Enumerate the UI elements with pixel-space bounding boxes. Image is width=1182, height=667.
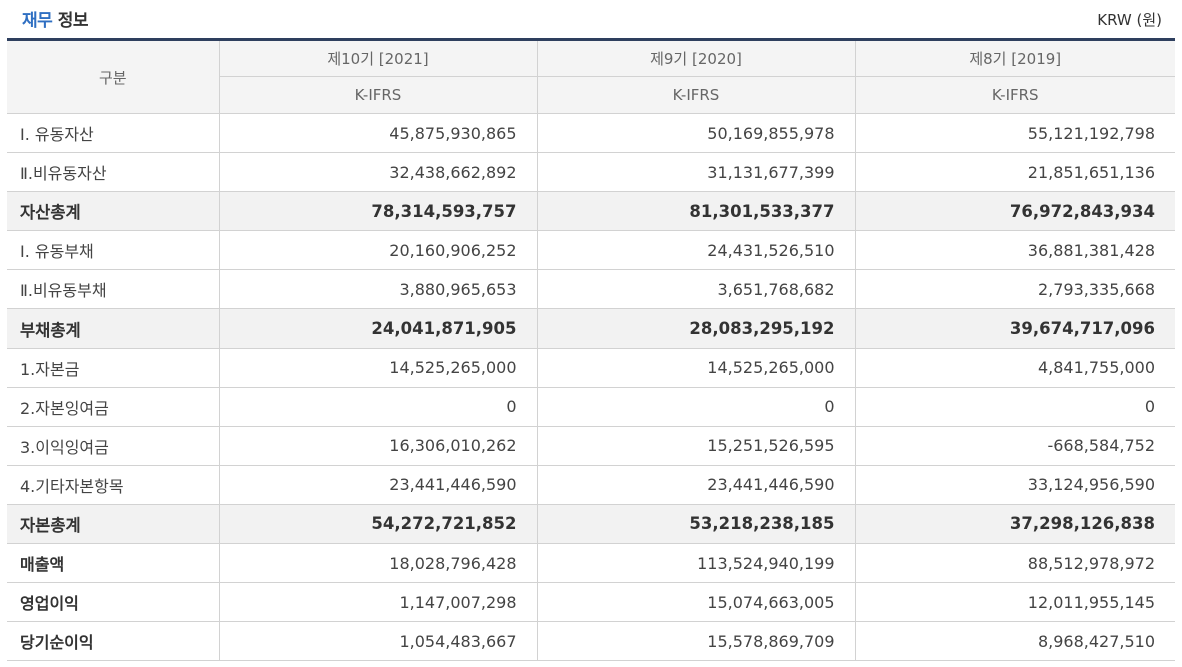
value-cell: 0 [536,386,856,427]
row-label: Ⅱ.비유동부채 [7,269,220,310]
value-cell: 55,121,192,798 [854,112,1175,154]
value-cell: 3,651,768,682 [536,269,856,310]
value-cell: 23,441,446,590 [536,464,856,505]
section-title: 재무 정보 [22,6,88,31]
value-cell: 78,314,593,757 [218,191,538,232]
row-label: 4.기타자본항목 [7,464,220,505]
value-cell: 1,147,007,298 [218,582,538,623]
value-cell: -668,584,752 [854,425,1175,466]
row-label: Ⅱ.비유동자산 [7,152,220,193]
value-cell: 28,083,295,192 [536,308,856,349]
value-cell: 0 [854,386,1175,427]
value-cell: 31,131,677,399 [536,152,856,193]
value-cell: 53,218,238,185 [536,503,856,545]
standard-header-2019: K-IFRS [854,76,1175,114]
value-cell: 14,525,265,000 [536,347,856,388]
period-header-2019: 제8기 [2019] [854,39,1175,77]
value-cell: 37,298,126,838 [854,503,1175,545]
value-cell: 16,306,010,262 [218,425,538,466]
table-row: 매출액 18,028,796,428 113,524,940,199 88,51… [7,543,1175,584]
table-row: Ⅰ. 유동자산 45,875,930,865 50,169,855,978 55… [7,112,1175,154]
value-cell: 15,251,526,595 [536,425,856,466]
value-cell: 33,124,956,590 [854,464,1175,505]
value-cell: 20,160,906,252 [218,230,538,271]
row-label: Ⅰ. 유동자산 [7,112,220,154]
table-row: 영업이익 1,147,007,298 15,074,663,005 12,011… [7,582,1175,623]
value-cell: 32,438,662,892 [218,152,538,193]
value-cell: 54,272,721,852 [218,503,538,545]
row-label: 1.자본금 [7,347,220,388]
period-header-2020: 제9기 [2020] [536,39,856,77]
table-row: Ⅰ. 유동부채 20,160,906,252 24,431,526,510 36… [7,230,1175,271]
row-label: 2.자본잉여금 [7,386,220,427]
total-row: 자본총계 54,272,721,852 53,218,238,185 37,29… [7,503,1175,545]
total-row: 부채총계 24,041,871,905 28,083,295,192 39,67… [7,308,1175,349]
value-cell: 24,431,526,510 [536,230,856,271]
value-cell: 24,041,871,905 [218,308,538,349]
table-row: 1.자본금 14,525,265,000 14,525,265,000 4,84… [7,347,1175,388]
row-label: 자본총계 [7,503,220,545]
corner-header: 구분 [7,39,220,114]
value-cell: 15,578,869,709 [536,621,856,662]
value-cell: 1,054,483,667 [218,621,538,662]
value-cell: 15,074,663,005 [536,582,856,623]
table-row: 2.자본잉여금 0 0 0 [7,386,1175,427]
value-cell: 36,881,381,428 [854,230,1175,271]
value-cell: 23,441,446,590 [218,464,538,505]
row-label: 매출액 [7,543,220,584]
section-header: 재무 정보 KRW (원) [0,0,1182,38]
table-row: 당기순이익 1,054,483,667 15,578,869,709 8,968… [7,621,1175,662]
value-cell: 113,524,940,199 [536,543,856,584]
table-row: 4.기타자본항목 23,441,446,590 23,441,446,590 3… [7,464,1175,505]
section-title-rest: 정보 [57,11,89,31]
financial-table: 구분 제10기 [2021] 제9기 [2020] 제8기 [2019] K-I… [7,38,1175,662]
row-label: 자산총계 [7,191,220,232]
value-cell: 88,512,978,972 [854,543,1175,584]
table-row: Ⅱ.비유동자산 32,438,662,892 31,131,677,399 21… [7,152,1175,193]
value-cell: 3,880,965,653 [218,269,538,310]
currency-unit: KRW (원) [1097,11,1162,29]
row-label: 영업이익 [7,582,220,623]
standard-header-2020: K-IFRS [536,76,856,114]
value-cell: 45,875,930,865 [218,112,538,154]
value-cell: 0 [218,386,538,427]
row-label: Ⅰ. 유동부채 [7,230,220,271]
value-cell: 39,674,717,096 [854,308,1175,349]
value-cell: 14,525,265,000 [218,347,538,388]
row-label: 3.이익잉여금 [7,425,220,466]
row-label: 당기순이익 [7,621,220,662]
row-label: 부채총계 [7,308,220,349]
value-cell: 81,301,533,377 [536,191,856,232]
period-header-2021: 제10기 [2021] [218,39,538,77]
table-row: Ⅱ.비유동부채 3,880,965,653 3,651,768,682 2,79… [7,269,1175,310]
value-cell: 76,972,843,934 [854,191,1175,232]
section-title-accent: 재무 [22,11,53,31]
value-cell: 4,841,755,000 [854,347,1175,388]
value-cell: 8,968,427,510 [854,621,1175,662]
value-cell: 18,028,796,428 [218,543,538,584]
value-cell: 21,851,651,136 [854,152,1175,193]
table-row: 3.이익잉여금 16,306,010,262 15,251,526,595 -6… [7,425,1175,466]
value-cell: 50,169,855,978 [536,112,856,154]
value-cell: 12,011,955,145 [854,582,1175,623]
value-cell: 2,793,335,668 [854,269,1175,310]
total-row: 자산총계 78,314,593,757 81,301,533,377 76,97… [7,191,1175,232]
standard-header-2021: K-IFRS [219,76,538,114]
